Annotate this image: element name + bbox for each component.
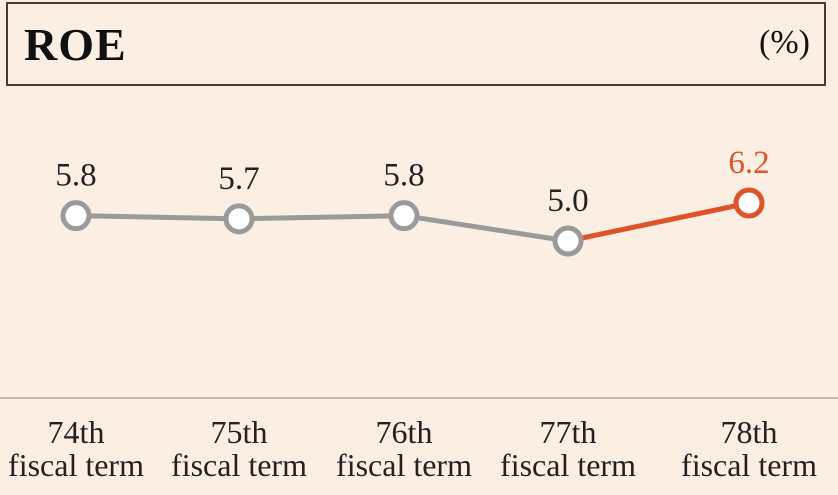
data-point <box>388 200 420 232</box>
x-tick-label-line1: 75th <box>210 414 268 450</box>
x-tick-label-line2: fiscal term <box>681 447 817 483</box>
data-label: 5.8 <box>383 158 424 194</box>
x-tick-label-line1: 77th <box>539 414 597 450</box>
data-label: 5.0 <box>547 183 588 219</box>
data-point <box>552 225 584 257</box>
series-line-segment <box>75 213 240 222</box>
x-tick-label-line2: fiscal term <box>336 447 472 483</box>
data-label: 5.7 <box>218 161 259 197</box>
x-tick-label-3: 77th fiscal term <box>488 416 648 482</box>
x-tick-label-line2: fiscal term <box>8 447 144 483</box>
data-label: 6.2 <box>728 145 769 181</box>
x-tick-label-line1: 74th <box>47 414 105 450</box>
chart-title: ROE <box>24 19 127 70</box>
x-tick-label-4: 78th fiscal term <box>669 416 829 482</box>
data-point <box>733 187 765 219</box>
x-tick-label-line1: 78th <box>720 414 778 450</box>
data-point <box>223 203 255 235</box>
chart-title-box: ROE (%) <box>6 2 826 86</box>
x-tick-label-1: 75th fiscal term <box>159 416 319 482</box>
x-tick-label-line2: fiscal term <box>500 447 636 483</box>
x-tick-label-0: 74th fiscal term <box>0 416 156 482</box>
data-label: 5.8 <box>55 158 96 194</box>
x-tick-label-2: 76th fiscal term <box>324 416 484 482</box>
x-tick-label-line1: 76th <box>375 414 433 450</box>
series-line-segment <box>238 213 405 222</box>
unit-label: (%) <box>759 24 810 61</box>
x-tick-label-line2: fiscal term <box>171 447 307 483</box>
series-line-segment <box>403 213 569 244</box>
series-line-segment <box>567 200 750 244</box>
data-point <box>60 200 92 232</box>
